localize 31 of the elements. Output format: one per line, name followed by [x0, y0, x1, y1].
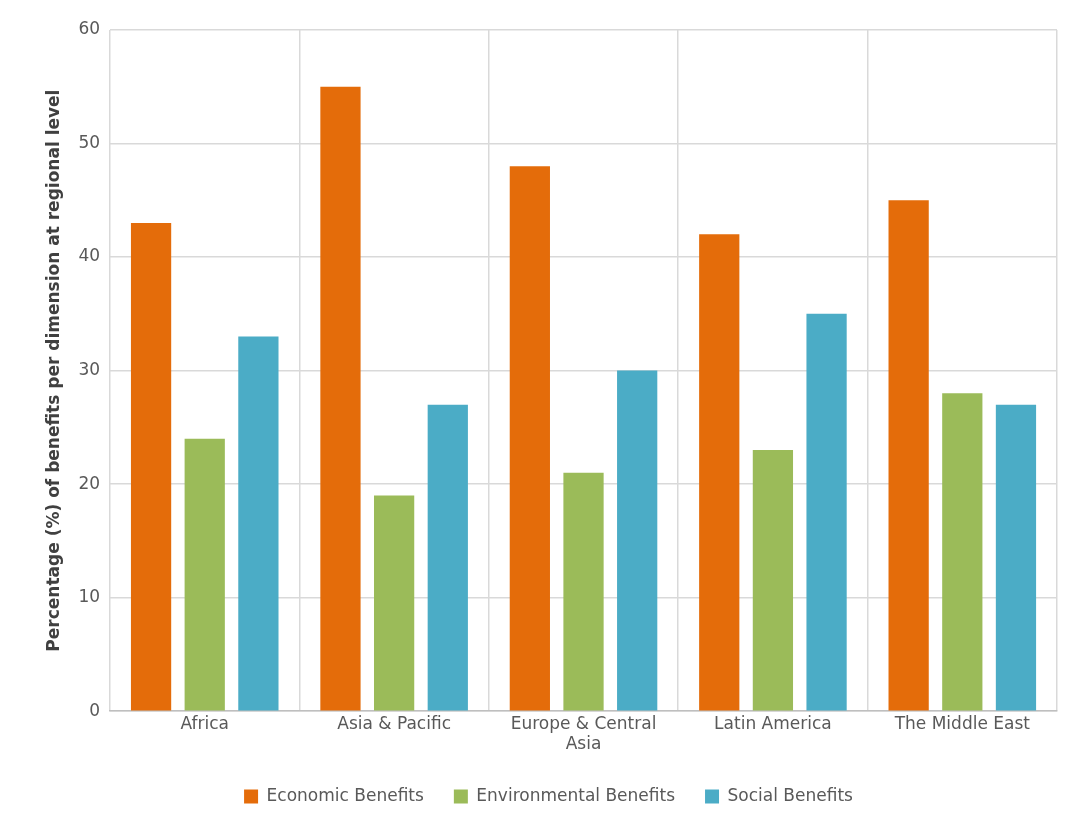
y-tick-label: 40 [78, 245, 101, 266]
bar [509, 166, 550, 711]
bar [806, 313, 847, 711]
y-tick-label: 0 [89, 699, 101, 720]
bar [888, 200, 929, 711]
x-tick-label: Africa [180, 712, 229, 733]
x-tick-label: Asia & Pacific [337, 712, 451, 733]
y-axis-title: Percentage (%) of benefits per dimension at regional level [42, 89, 63, 652]
legend-label: Social Benefits [727, 784, 854, 805]
bar [374, 495, 415, 711]
bar [995, 404, 1037, 711]
bar [942, 393, 983, 711]
y-tick-label: 30 [78, 359, 101, 380]
bar [238, 336, 279, 711]
bar [130, 223, 172, 711]
x-tick-label: Europe & Central Asia [510, 712, 657, 754]
y-tick-label: 20 [78, 472, 101, 493]
bar [320, 86, 361, 711]
bar [617, 370, 658, 711]
x-tick-label: The Middle East [893, 712, 1031, 733]
bar [699, 234, 740, 711]
bar [563, 472, 604, 711]
x-tick-label: Latin America [714, 712, 832, 733]
y-tick-label: 10 [78, 586, 101, 607]
y-tick-label: 50 [78, 131, 101, 152]
y-tick-label: 60 [78, 18, 101, 39]
bar [752, 450, 794, 711]
bar [427, 404, 468, 711]
legend-label: Economic Benefits [266, 784, 424, 805]
legend-label: Environmental Benefits [476, 784, 676, 805]
bar [184, 438, 225, 711]
